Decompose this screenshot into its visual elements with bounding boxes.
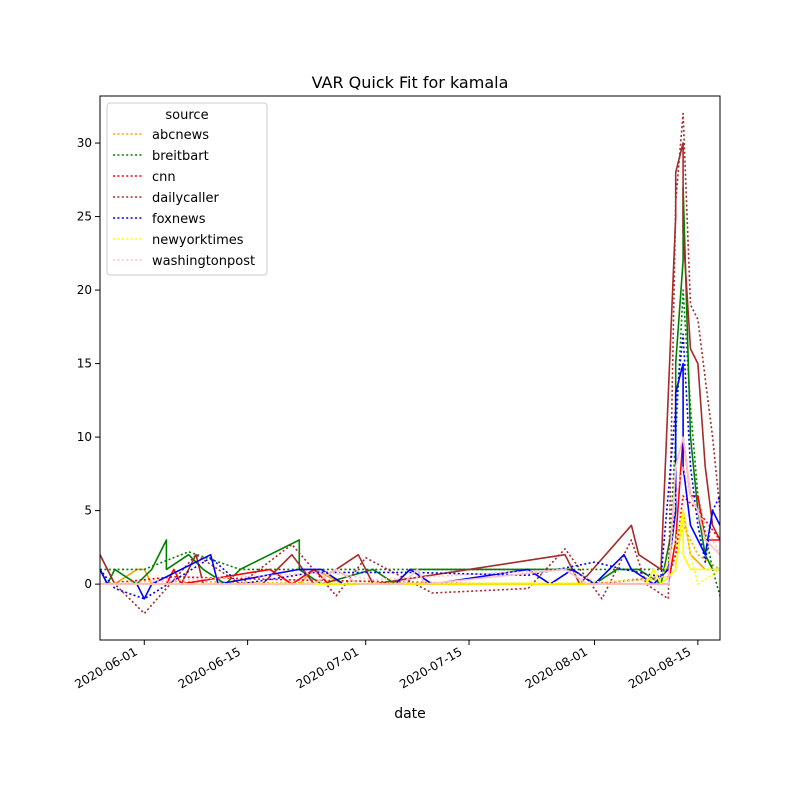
y-tick-label: 0 xyxy=(84,577,92,591)
chart-title: VAR Quick Fit for kamala xyxy=(312,73,509,92)
x-axis-label: date xyxy=(394,706,426,722)
legend-label-newyorktimes: newyorktimes xyxy=(152,233,244,248)
legend-label-dailycaller: dailycaller xyxy=(152,191,219,206)
series-line-washingtonpost-fitted xyxy=(100,465,720,585)
y-tick-label: 10 xyxy=(77,430,92,444)
legend-label-breitbart: breitbart xyxy=(152,149,209,164)
legend-label-cnn: cnn xyxy=(152,170,176,185)
series-line-dailycaller-fitted xyxy=(100,112,720,615)
y-tick-label: 20 xyxy=(77,283,92,297)
legend-label-abcnews: abcnews xyxy=(152,128,209,143)
legend: source abcnews breitbart cnn dailycaller fox… xyxy=(106,102,268,276)
y-tick-label: 5 xyxy=(84,504,92,518)
series-line-dailycaller-actual xyxy=(100,142,720,585)
legend-title: source xyxy=(165,108,208,123)
y-tick-label: 15 xyxy=(77,357,92,371)
legend-label-washingtonpost: washingtonpost xyxy=(152,254,255,269)
legend-label-foxnews: foxnews xyxy=(152,212,206,227)
legend-box xyxy=(106,102,268,276)
series-layer xyxy=(100,112,720,615)
series-line-foxnews-fitted xyxy=(100,333,720,600)
plot-frame xyxy=(99,95,721,641)
y-axis: 0 5 10 15 20 25 30 xyxy=(77,136,100,591)
y-tick-label: 30 xyxy=(77,136,92,150)
series-line-foxnews-actual xyxy=(100,362,720,600)
y-tick-label: 25 xyxy=(77,210,92,224)
